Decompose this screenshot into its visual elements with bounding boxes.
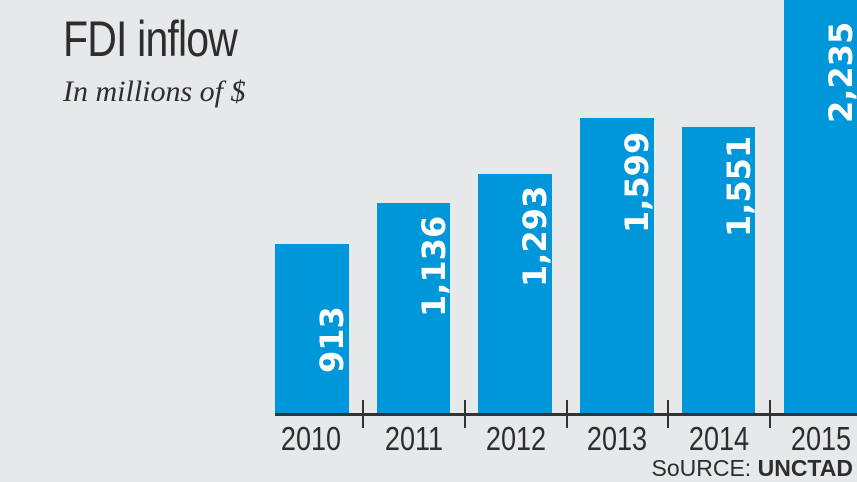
x-label-2015: 2015 <box>790 420 852 457</box>
bar-value-label: 1,551 <box>719 135 758 237</box>
x-label-2010: 2010 <box>280 420 342 457</box>
x-axis-tick <box>362 400 364 428</box>
bar-value-label: 1,599 <box>618 131 656 233</box>
bar-value-label: 2,235 <box>821 21 857 123</box>
bar-2012: 1,293 <box>478 174 554 414</box>
source-label: SoURCE: <box>651 455 752 481</box>
bar-2014: 1,551 <box>682 127 758 414</box>
x-label-2014: 2014 <box>688 420 750 457</box>
x-axis-tick <box>464 400 466 428</box>
bar-value-label: 1,293 <box>516 185 554 287</box>
bar-value-label: 913 <box>313 306 351 373</box>
x-label-2012: 2012 <box>485 420 547 457</box>
bar-2010: 913 <box>275 244 351 414</box>
x-label-2011: 2011 <box>384 420 444 457</box>
source-note: SoURCE: UNCTAD <box>652 455 854 482</box>
x-axis-tick <box>769 400 771 428</box>
x-axis-tick <box>566 400 568 428</box>
bar-value-label: 1,136 <box>414 215 453 317</box>
chart-subtitle: In millions of $ <box>63 75 246 108</box>
chart-title: FDI inflow <box>63 11 238 67</box>
source-value: UNCTAD <box>757 455 853 481</box>
x-axis-tick <box>667 400 669 428</box>
bar-2013: 1,599 <box>580 118 656 414</box>
bar-2015: 2,235 <box>784 0 857 414</box>
x-label-2013: 2013 <box>586 420 648 457</box>
bar-2011: 1,136 <box>377 203 453 414</box>
